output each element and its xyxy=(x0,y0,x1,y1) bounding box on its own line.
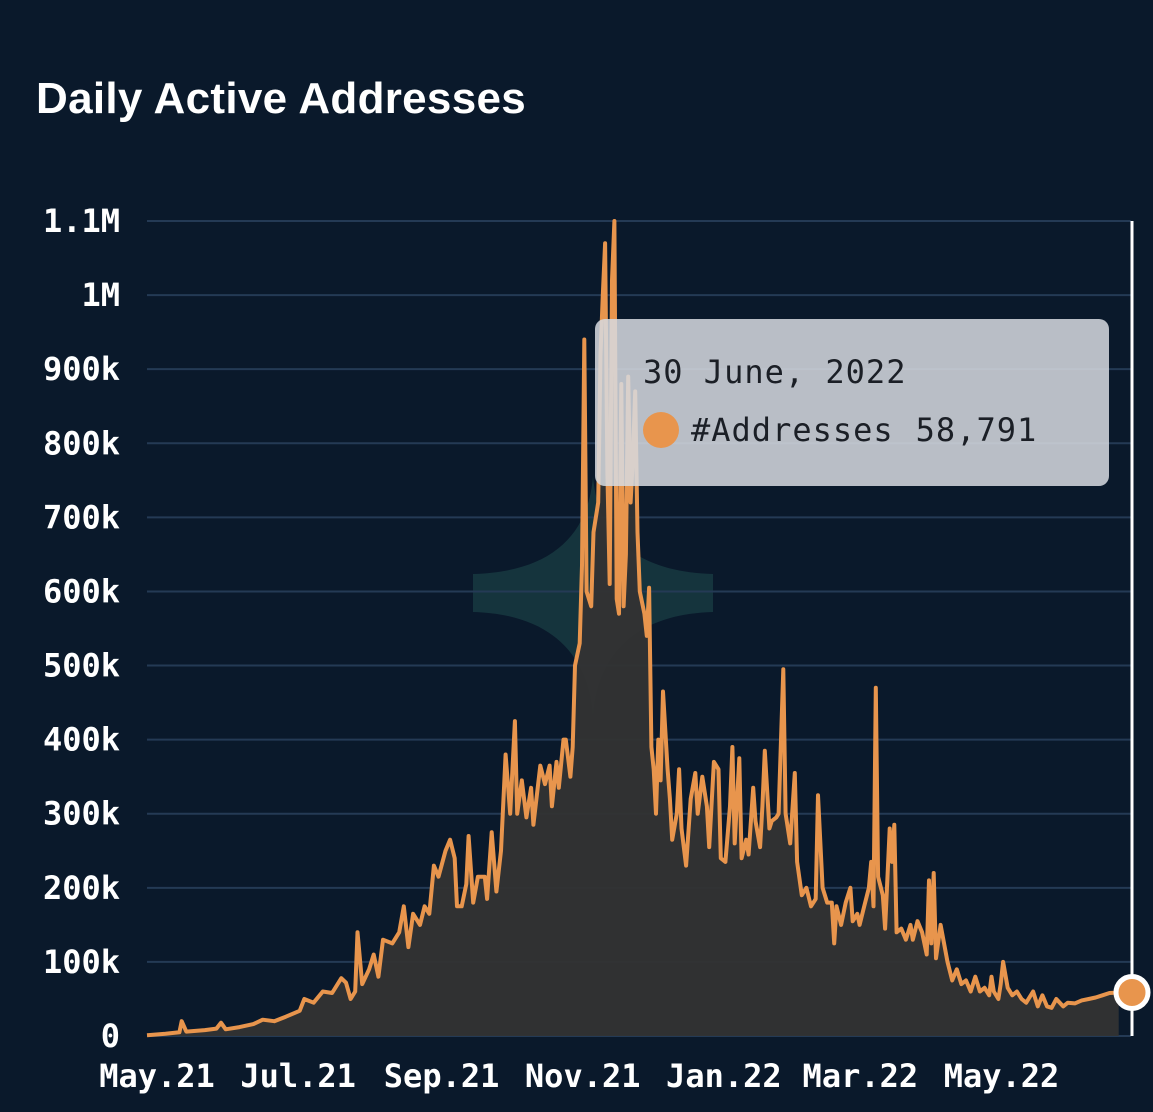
series-line-addresses[interactable] xyxy=(146,219,1119,1038)
tooltip-series-label: #Addresses xyxy=(691,411,894,449)
y-tick-label: 1.1M xyxy=(43,202,120,240)
tooltip-series-row: #Addresses 58,791 xyxy=(643,411,1109,449)
x-tick-label: Nov.21 xyxy=(525,1057,641,1095)
y-tick-label: 500k xyxy=(43,647,120,685)
series-color-dot-icon xyxy=(643,412,679,448)
hover-point-marker[interactable] xyxy=(1113,973,1151,1011)
y-tick-label: 300k xyxy=(43,795,120,833)
x-tick-label: Sep.21 xyxy=(384,1057,500,1095)
tooltip-value: 58,791 xyxy=(915,411,1038,449)
y-tick-label: 100k xyxy=(43,943,120,981)
x-tick-label: Mar.22 xyxy=(803,1057,919,1095)
y-tick-label: 1M xyxy=(81,276,120,314)
y-tick-label: 900k xyxy=(43,350,120,388)
x-tick-label: May.21 xyxy=(99,1057,215,1095)
y-tick-label: 600k xyxy=(43,572,120,610)
x-tick-label: May.22 xyxy=(944,1057,1060,1095)
tooltip-date: 30 June, 2022 xyxy=(643,353,907,391)
y-tick-label: 400k xyxy=(43,721,120,759)
y-tick-label: 0 xyxy=(101,1017,120,1055)
y-tick-label: 800k xyxy=(43,424,120,462)
x-tick-label: Jan.22 xyxy=(666,1057,782,1095)
x-tick-label: Jul.21 xyxy=(240,1057,356,1095)
x-axis-labels: May.21 Jul.21 Sep.21 Nov.21 Jan.22 Mar.22 May.… xyxy=(99,1057,1059,1095)
y-tick-label: 200k xyxy=(43,869,120,907)
y-axis-labels: 0 100k 200k 300k 400k 500k 600k 700k 800k 900k 1M 1… xyxy=(43,202,120,1055)
y-tick-label: 700k xyxy=(43,498,120,536)
chart-title: Daily Active Addresses xyxy=(36,74,527,123)
hover-tooltip: 30 June, 2022 #Addresses 58,791 xyxy=(595,319,1109,486)
